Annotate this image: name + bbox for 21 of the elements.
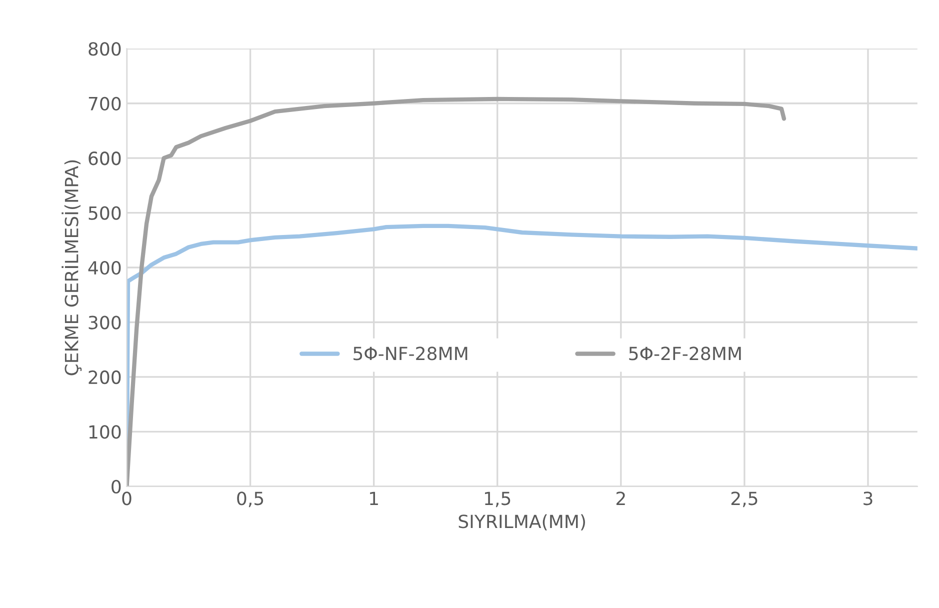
y-tick-label: 700 [88,96,121,110]
y-tick-label: 300 [88,316,121,330]
y-tick-label: 200 [88,370,121,384]
legend-label: 5Φ-2F-28MM [629,346,741,360]
legend-label: 5Φ-NF-28MM [354,346,468,360]
y-tick-label: 100 [89,425,121,439]
x-tick-label: 1 [370,492,378,505]
x-tick-label: 0,5 [237,492,264,508]
x-tick-label: 3 [864,492,872,506]
y-axis-title: ÇEKME GERİLMESİ(MPA) [62,160,82,376]
line-series [126,96,786,486]
x-tick-label: 2 [616,492,625,505]
y-tick-label: 600 [88,152,121,166]
x-axis-title: SIYRILMA(MM) [458,514,585,530]
x-tick-label: 0 [122,492,132,506]
x-tick-label: 2,5 [731,492,758,508]
y-tick-label: 400 [88,260,121,275]
x-tick-label: 1,5 [485,492,510,508]
y-tick-label: 500 [88,206,121,220]
y-tick-label: 0 [112,480,121,494]
y-tick-label: 800 [88,42,121,56]
